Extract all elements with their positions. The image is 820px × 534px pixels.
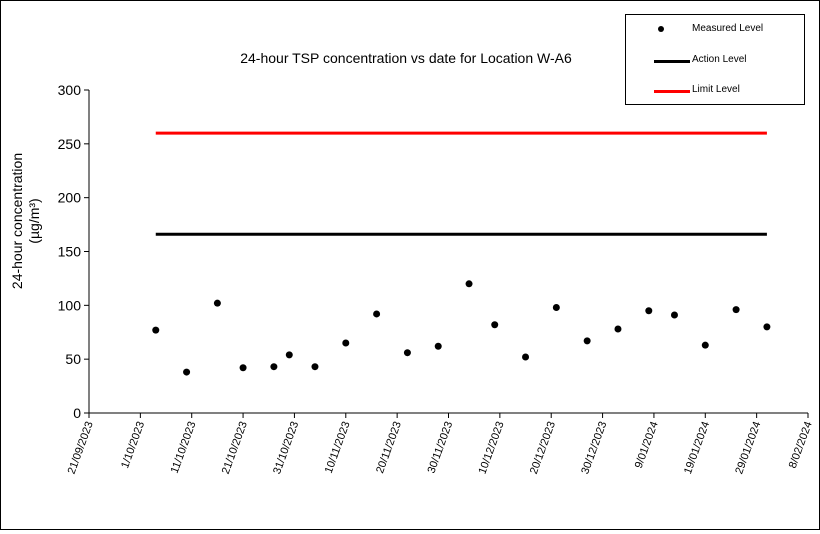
legend-item-measured: Measured Level — [626, 19, 804, 41]
x-tick-label: 29/01/2024 — [733, 420, 763, 476]
data-point — [373, 310, 381, 318]
x-tick-label: 1/10/2023 — [119, 420, 147, 470]
data-point — [701, 341, 709, 349]
data-point — [732, 306, 740, 314]
data-point — [183, 368, 191, 376]
data-point — [552, 303, 560, 311]
x-tick-label: 31/10/2023 — [271, 420, 301, 476]
data-point — [311, 363, 319, 371]
legend-label-measured: Measured Level — [692, 23, 764, 34]
legend-label-limit: Limit Level — [692, 84, 740, 95]
y-tick-label: 200 — [58, 190, 82, 206]
y-tick-label: 0 — [73, 405, 81, 421]
data-point — [614, 325, 622, 333]
data-point — [763, 323, 771, 331]
x-tick-label: 11/10/2023 — [169, 420, 199, 475]
x-tick-label: 20/11/2023 — [374, 420, 404, 475]
x-tick-label: 19/01/2024 — [682, 420, 712, 476]
x-tick-label: 30/11/2023 — [425, 420, 455, 475]
x-tick-label: 21/10/2023 — [220, 420, 250, 476]
data-point — [403, 349, 411, 357]
y-axis-label-line2: (µg/m³) — [26, 198, 42, 243]
data-point — [645, 307, 653, 315]
x-tick-label: 30/12/2023 — [579, 420, 609, 476]
legend: Measured Level Action Level Limit Level — [625, 14, 805, 105]
data-point — [465, 280, 473, 288]
data-point — [670, 311, 678, 319]
legend-label-action: Action Level — [692, 54, 747, 65]
data-point — [152, 326, 160, 334]
x-tick-label: 9/01/2024 — [633, 420, 661, 470]
x-tick-label: 8/02/2024 — [787, 420, 815, 470]
data-point — [285, 351, 293, 359]
x-tick-label: 21/09/2023 — [66, 420, 96, 476]
axes — [88, 90, 808, 414]
legend-dot-symbol — [658, 26, 664, 32]
data-point — [522, 353, 530, 361]
x-tick-label: 20/12/2023 — [528, 420, 558, 476]
data-point — [239, 364, 247, 372]
data-point — [342, 339, 350, 347]
y-tick-label: 100 — [58, 297, 82, 313]
y-axis-label: 24-hour concentration (µg/m³) — [9, 153, 42, 289]
y-tick-label: 50 — [65, 351, 81, 367]
data-point — [270, 363, 278, 371]
legend-item-limit: Limit Level — [626, 80, 804, 102]
data-point — [583, 337, 591, 345]
y-ticks: 0 50 100 150 200 250 300 — [58, 82, 89, 421]
data-point — [434, 342, 442, 350]
legend-item-action: Action Level — [626, 50, 804, 72]
level-lines — [155, 131, 767, 236]
data-point — [491, 321, 499, 329]
legend-line-symbol-limit — [654, 90, 690, 93]
data-point — [213, 299, 221, 307]
measured-points — [152, 280, 771, 376]
chart-title: 24-hour TSP concentration vs date for Lo… — [240, 50, 572, 66]
legend-line-symbol-action — [654, 60, 690, 63]
y-axis-label-line1: 24-hour concentration — [9, 153, 25, 289]
x-tick-label: 10/11/2023 — [323, 420, 353, 475]
x-tick-label: 10/12/2023 — [477, 420, 507, 476]
y-tick-label: 300 — [58, 82, 82, 98]
y-tick-label: 250 — [58, 136, 82, 152]
y-tick-label: 150 — [58, 244, 82, 260]
x-ticks: 21/09/2023 1/10/2023 11/10/2023 21/10/2023 3… — [66, 413, 815, 476]
